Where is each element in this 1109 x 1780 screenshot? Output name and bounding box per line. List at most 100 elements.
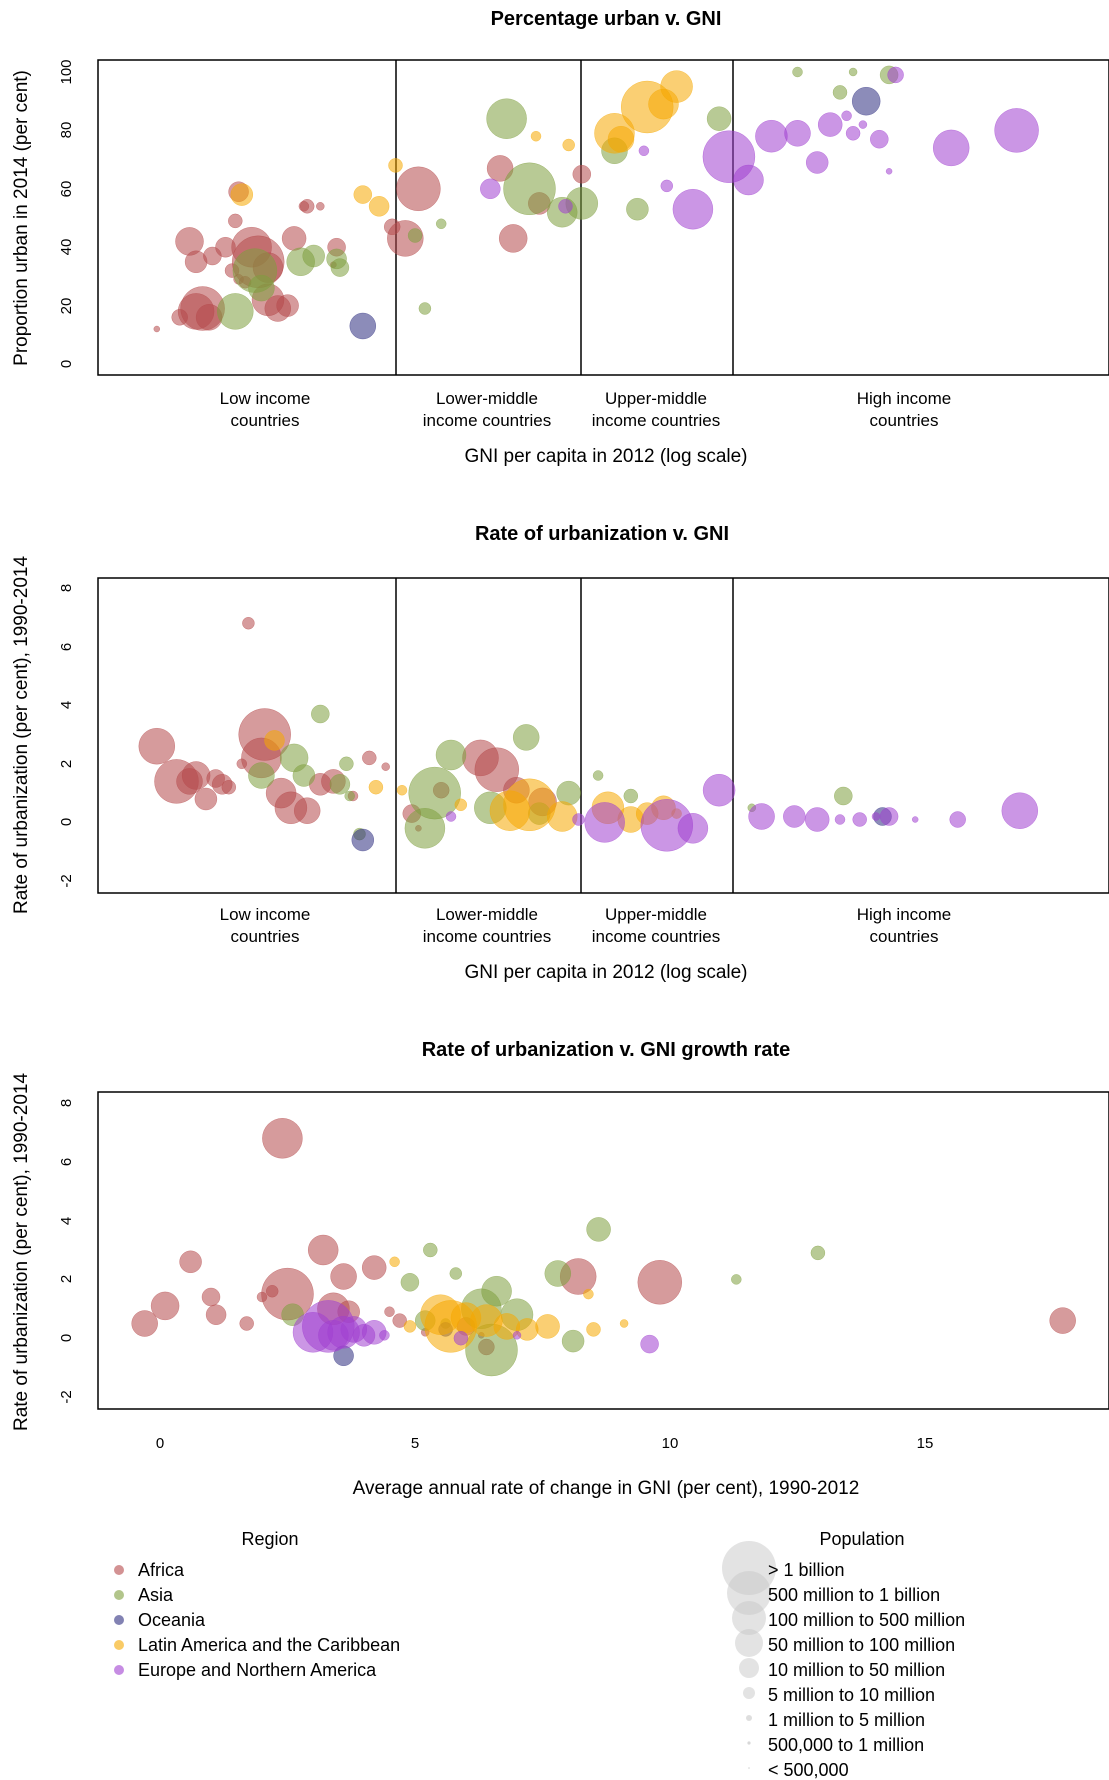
panel2-y-tick-label: 6 — [58, 643, 75, 651]
data-point-europe-and-northern-america — [784, 120, 811, 147]
data-point-latin-america-and-the-caribbean — [586, 1322, 601, 1337]
data-point-latin-america-and-the-caribbean — [535, 1314, 560, 1339]
data-point-latin-america-and-the-caribbean — [353, 185, 373, 204]
data-point-europe-and-northern-america — [558, 199, 573, 214]
data-point-africa — [221, 779, 237, 795]
data-point-africa — [1049, 1307, 1076, 1334]
panel-rate-vs-gni: Rate of urbanization v. GNI -2 0 2 4 6 8… — [11, 523, 1109, 983]
data-point-asia — [792, 66, 803, 78]
data-point-africa — [194, 787, 218, 811]
data-point-europe-and-northern-america — [453, 1330, 469, 1346]
population-size-swatch — [748, 1767, 750, 1769]
panel2-category-labels: Low income countries Lower-middle income… — [220, 905, 952, 946]
legend-label-europe-north-america: Europe and Northern America — [138, 1660, 377, 1680]
data-point-asia — [408, 766, 461, 820]
data-point-asia — [592, 770, 604, 781]
data-point-latin-america-and-the-caribbean — [264, 730, 285, 751]
panel3-y-tick-label: 4 — [58, 1217, 75, 1225]
data-point-europe-and-northern-america — [638, 145, 650, 157]
data-point-africa — [205, 1304, 227, 1325]
data-point-asia — [626, 197, 649, 221]
data-point-europe-and-northern-america — [858, 120, 868, 129]
panel1-plot-frame — [97, 59, 1109, 376]
data-point-africa — [392, 1313, 407, 1328]
data-point-latin-america-and-the-caribbean — [530, 130, 542, 142]
data-point-asia — [561, 1329, 585, 1353]
panel3-y-tick-label: 8 — [58, 1099, 75, 1107]
data-point-africa — [138, 727, 176, 765]
data-point-asia — [344, 790, 355, 802]
population-size-swatch — [739, 1658, 759, 1678]
category-label-lower-middle: income countries — [423, 927, 552, 946]
data-point-africa — [179, 1250, 202, 1274]
legend-swatch-latin-america — [114, 1640, 124, 1650]
data-point-asia — [449, 1267, 463, 1280]
legend-pop-label: 5 million to 10 million — [768, 1685, 935, 1705]
data-point-europe-and-northern-america — [672, 188, 714, 230]
panel2-y-tick-label: -2 — [58, 874, 75, 887]
data-point-asia — [407, 228, 423, 243]
data-point-africa — [307, 1234, 339, 1266]
legend-population-title: Population — [819, 1529, 904, 1549]
panel1-category-labels: Low income countries Lower-middle income… — [220, 389, 952, 430]
panel3-y-tick-label: 0 — [58, 1334, 75, 1342]
data-point-europe-and-northern-america — [834, 814, 846, 825]
data-point-europe-and-northern-america — [755, 119, 788, 153]
data-point-latin-america-and-the-caribbean — [619, 1319, 629, 1328]
data-point-africa — [384, 1306, 395, 1317]
data-point-europe-and-northern-america — [445, 811, 457, 822]
data-point-europe-and-northern-america — [911, 816, 919, 823]
panel2-points — [138, 616, 1039, 852]
data-point-latin-america-and-the-caribbean — [660, 70, 693, 103]
data-point-europe-and-northern-america — [817, 112, 843, 137]
panel1-y-tick-label: 20 — [58, 298, 75, 315]
legend-pop-label: 100 million to 500 million — [768, 1610, 965, 1630]
data-point-latin-america-and-the-caribbean — [546, 801, 578, 832]
panel1-title: Percentage urban v. GNI — [491, 8, 722, 30]
panel2-y-tick-label: 8 — [58, 584, 75, 592]
panel2-x-axis-label: GNI per capita in 2012 (log scale) — [464, 962, 747, 983]
data-point-latin-america-and-the-caribbean — [388, 158, 403, 173]
data-point-asia — [418, 302, 432, 315]
data-point-europe-and-northern-america — [512, 1331, 522, 1340]
data-point-europe-and-northern-america — [572, 813, 585, 826]
data-point-europe-and-northern-america — [804, 807, 830, 832]
category-label-low-income: Low income — [220, 389, 311, 408]
data-point-asia — [848, 67, 858, 77]
data-point-africa — [299, 199, 315, 214]
legend-pop-label: 500,000 to 1 million — [768, 1735, 924, 1755]
data-point-africa — [293, 797, 321, 824]
data-point-europe-and-northern-america — [1001, 792, 1039, 829]
panel3-x-tick-label: 0 — [156, 1435, 164, 1452]
data-point-latin-america-and-the-caribbean — [230, 183, 254, 206]
panel3-y-tick-label: 6 — [58, 1158, 75, 1166]
legend-swatch-oceania — [114, 1615, 124, 1625]
data-point-africa — [262, 1118, 303, 1159]
data-point-asia — [435, 739, 467, 771]
data-point-africa — [572, 164, 592, 184]
panel2-y-axis-label: Rate of urbanization (per cent), 1990-20… — [11, 556, 32, 914]
category-label-lower-middle: Lower-middle — [436, 389, 538, 408]
data-point-africa — [201, 1287, 221, 1307]
panel2-y-tick-label: 2 — [58, 760, 75, 768]
category-label-low-income: countries — [231, 927, 300, 946]
data-point-asia — [435, 218, 447, 230]
data-point-africa — [228, 213, 243, 229]
data-point-asia — [586, 1217, 611, 1242]
legend-label-oceania: Oceania — [138, 1610, 206, 1630]
data-point-latin-america-and-the-caribbean — [368, 779, 384, 795]
legend-region-title: Region — [241, 1529, 298, 1549]
panel3-x-tick-label: 15 — [917, 1435, 934, 1452]
data-point-asia — [810, 1245, 826, 1261]
data-point-oceania — [349, 312, 377, 340]
data-point-africa — [150, 1291, 180, 1321]
data-point-europe-and-northern-america — [584, 802, 625, 843]
data-point-latin-america-and-the-caribbean — [454, 798, 468, 812]
data-point-asia — [481, 1275, 512, 1307]
data-point-latin-america-and-the-caribbean — [583, 1288, 594, 1300]
data-point-africa — [131, 1310, 158, 1337]
legend-label-latin-america: Latin America and the Caribbean — [138, 1635, 400, 1655]
panel-rate-vs-growth: Rate of urbanization v. GNI growth rate … — [11, 1039, 1109, 1499]
legend-label-asia: Asia — [138, 1585, 174, 1605]
panel3-points — [131, 1118, 1076, 1377]
